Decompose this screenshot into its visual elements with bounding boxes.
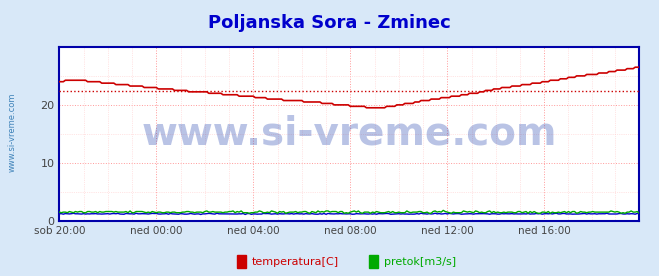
Text: temperatura[C]: temperatura[C] [252, 256, 339, 267]
Text: www.si-vreme.com: www.si-vreme.com [8, 93, 17, 172]
Text: Poljanska Sora - Zminec: Poljanska Sora - Zminec [208, 14, 451, 32]
Text: pretok[m3/s]: pretok[m3/s] [384, 256, 455, 267]
Text: www.si-vreme.com: www.si-vreme.com [142, 115, 557, 153]
